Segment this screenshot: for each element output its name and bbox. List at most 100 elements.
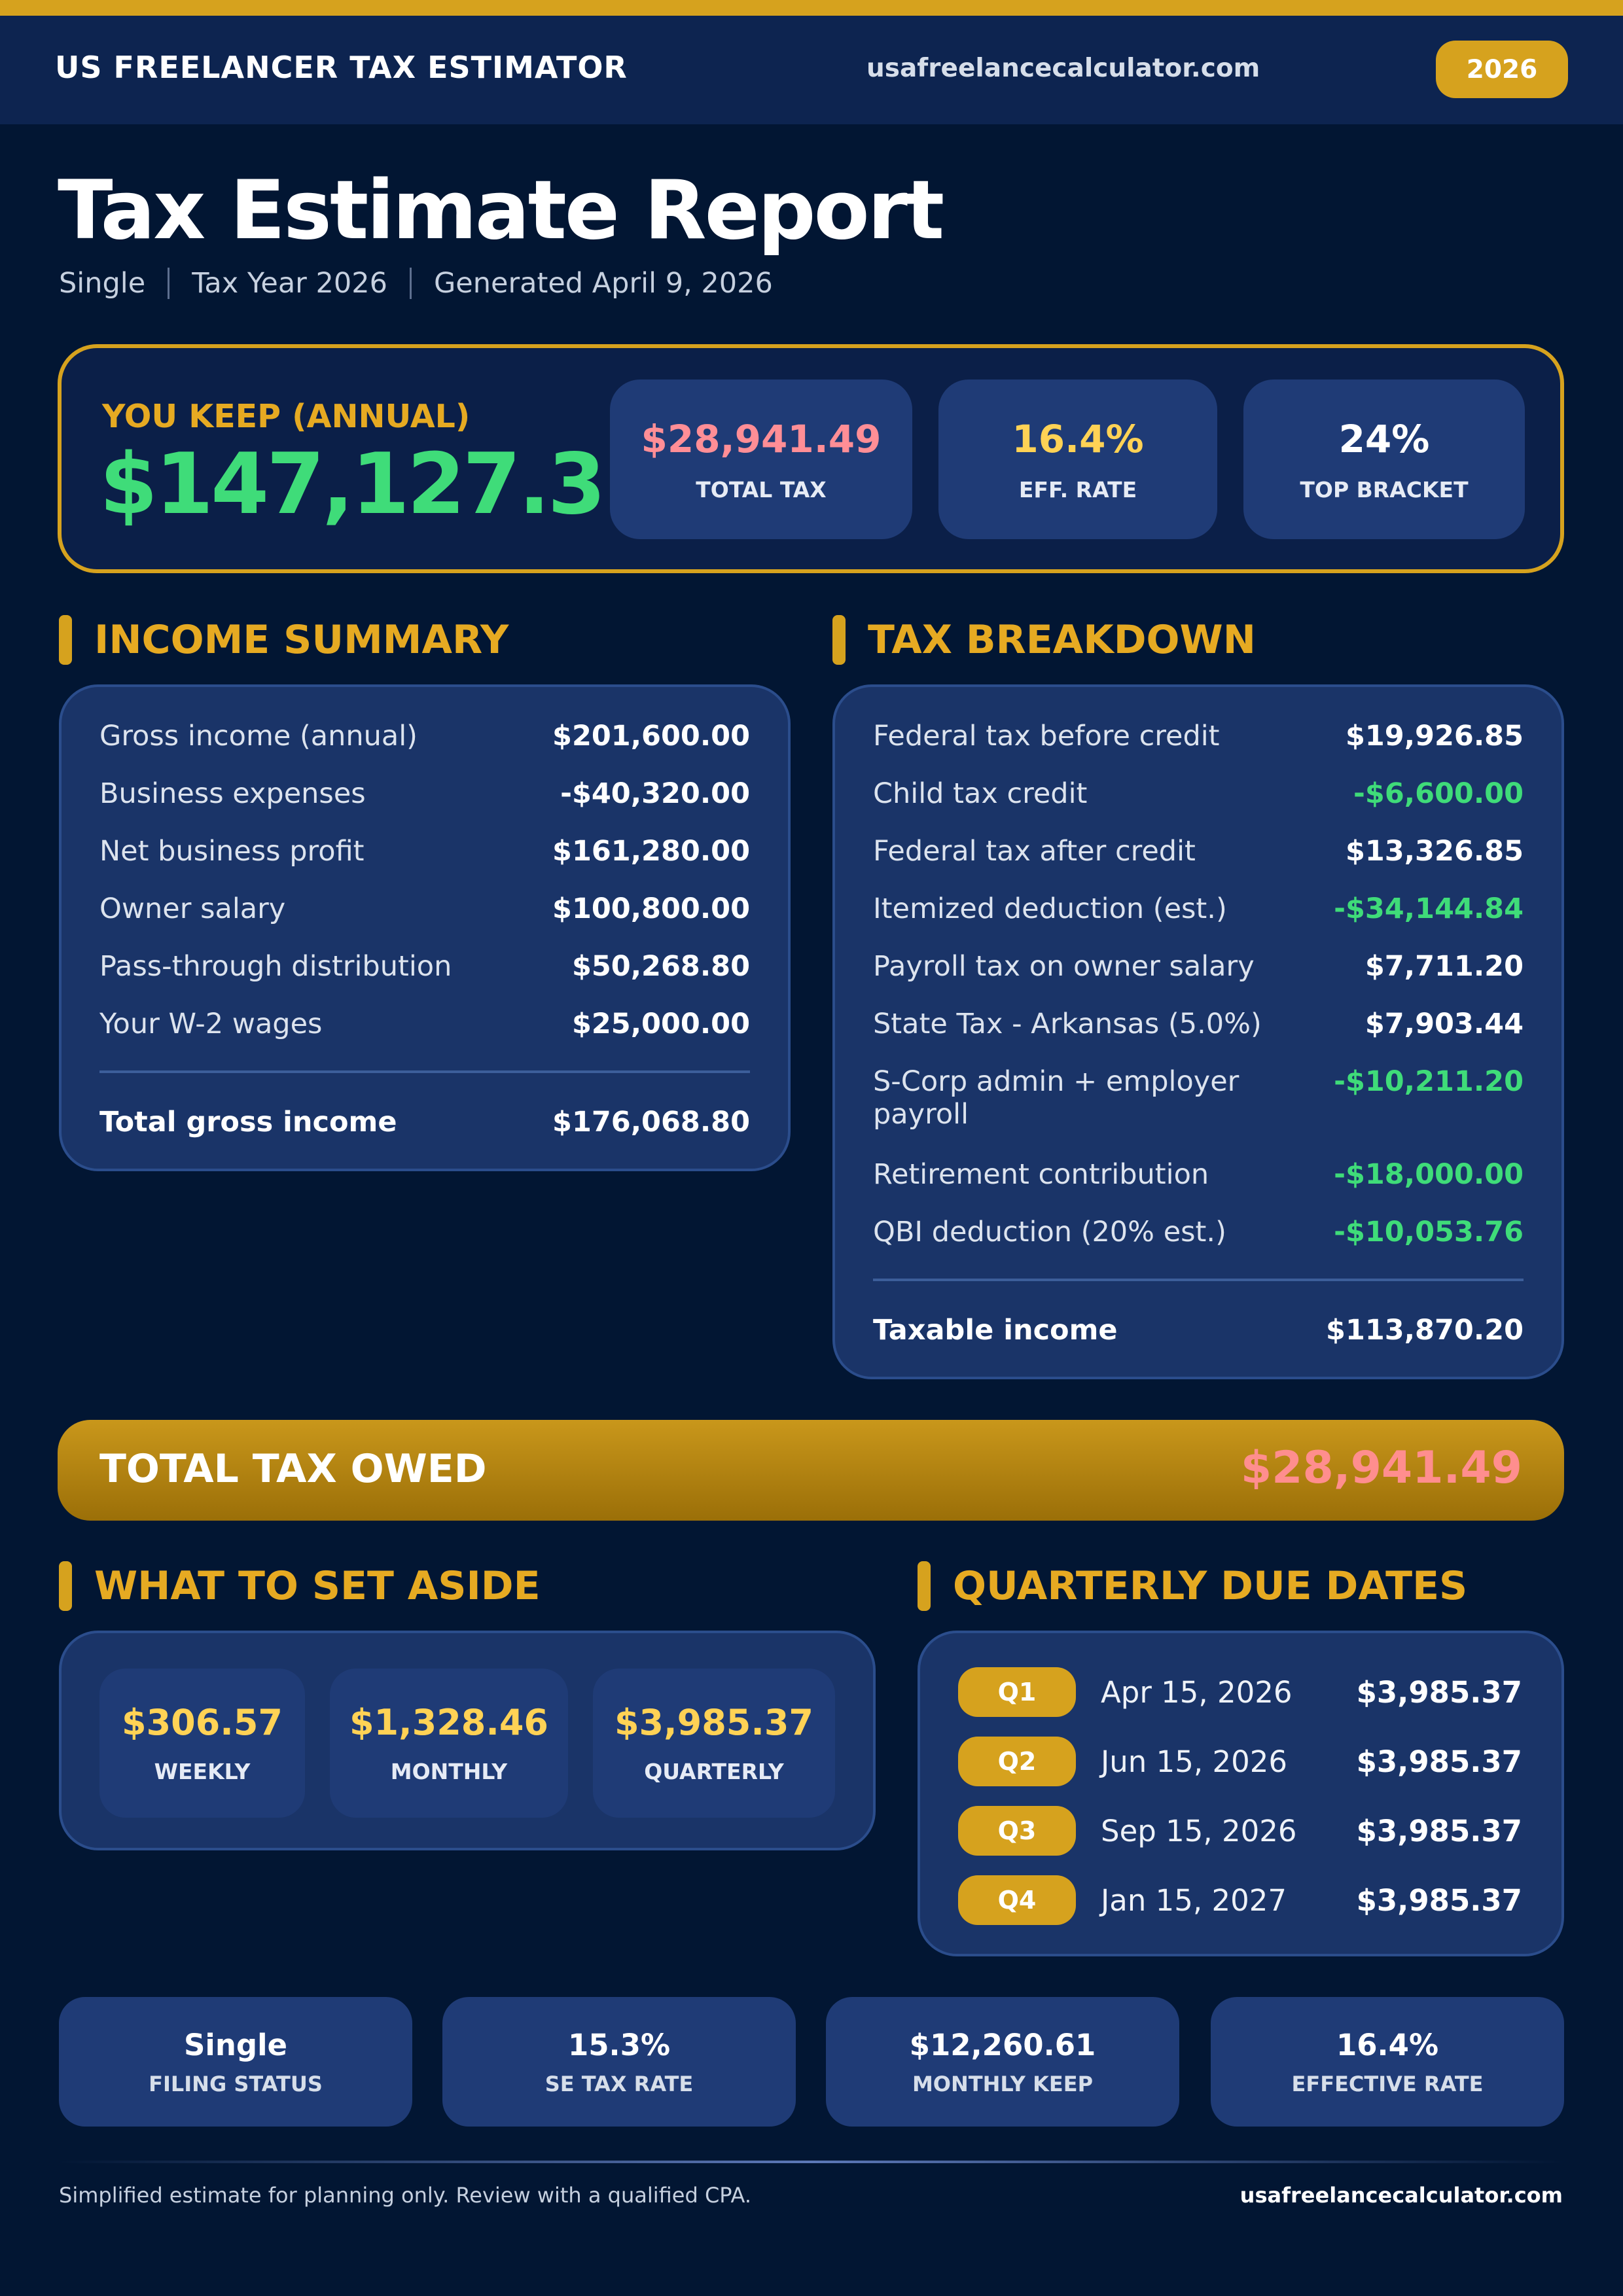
heading-text: QUARTERLY DUE DATES (953, 1563, 1468, 1609)
quarter-badge: Q4 (958, 1875, 1076, 1925)
row-label: Federal tax before credit (873, 720, 1220, 752)
generated-date-text: Generated April 9, 2026 (433, 267, 773, 300)
footer-site-link[interactable]: usafreelancecalculator.com (1240, 2183, 1563, 2208)
weekly-set-aside: $306.57 WEEKLY (99, 1669, 305, 1818)
income-row: Owner salary $100,800.00 (99, 892, 750, 925)
year-badge: 2026 (1436, 41, 1568, 98)
header-site-link[interactable]: usafreelancecalculator.com (866, 54, 1260, 83)
heading-text: TAX BREAKDOWN (868, 617, 1256, 663)
due-date: Apr 15, 2026 (1101, 1675, 1293, 1710)
meta-divider (409, 268, 412, 299)
income-summary-card (59, 684, 791, 1171)
row-label: Federal tax after credit (873, 835, 1196, 868)
heading-accent-bar (918, 1561, 931, 1611)
row-label: State Tax - Arkansas (5.0%) (873, 1008, 1262, 1040)
keep-value: $147,127.31 (99, 436, 662, 533)
disclaimer-text: Simplified estimate for planning only. R… (59, 2183, 752, 2208)
set-aside-heading: WHAT TO SET ASIDE (59, 1561, 541, 1611)
aside-label: QUARTERLY (644, 1759, 784, 1784)
heading-accent-bar (59, 1561, 72, 1611)
row-label: Taxable income (873, 1314, 1118, 1347)
footer-divider (58, 2161, 1564, 2163)
tax-row: Itemized deduction (est.) -$34,144.84 (873, 892, 1524, 925)
tax-row: State Tax - Arkansas (5.0%) $7,903.44 (873, 1008, 1524, 1040)
row-label: Payroll tax on owner salary (873, 950, 1255, 983)
tax-row: Federal tax after credit $13,326.85 (873, 835, 1524, 868)
stat-value: $28,941.49 (641, 416, 882, 461)
row-label: Gross income (annual) (99, 720, 418, 752)
row-label: Child tax credit (873, 777, 1088, 810)
row-label: QBI deduction (20% est.) (873, 1216, 1226, 1248)
row-value: -$34,144.84 (1334, 892, 1524, 925)
row-value: -$18,000.00 (1334, 1158, 1524, 1191)
row-divider (99, 1070, 750, 1073)
aside-label: MONTHLY (390, 1759, 508, 1784)
heading-text: WHAT TO SET ASIDE (94, 1563, 541, 1609)
income-row: Your W-2 wages $25,000.00 (99, 1008, 750, 1040)
income-row: Business expenses -$40,320.00 (99, 777, 750, 810)
banner-value: $28,941.49 (1240, 1442, 1522, 1494)
stat-label: MONTHLY KEEP (912, 2071, 1094, 2096)
aside-label: WEEKLY (154, 1759, 251, 1784)
due-amount: $3,985.37 (1356, 1883, 1522, 1918)
total-tax-owed-banner: TOTAL TAX OWED $28,941.49 (58, 1420, 1564, 1521)
stat-label: TOP BRACKET (1300, 476, 1469, 503)
stat-label: EFF. RATE (1018, 476, 1137, 503)
row-label: Itemized deduction (est.) (873, 892, 1227, 925)
row-value: $176,068.80 (552, 1106, 750, 1139)
stat-value: 16.4% (1012, 416, 1144, 461)
stat-value: 15.3% (567, 2027, 671, 2062)
income-summary-heading: INCOME SUMMARY (59, 615, 508, 665)
monthly-set-aside: $1,328.46 MONTHLY (330, 1669, 568, 1818)
heading-accent-bar (832, 615, 846, 665)
aside-value: $306.57 (122, 1702, 283, 1743)
row-value: $13,326.85 (1345, 835, 1524, 868)
tax-year-text: Tax Year 2026 (192, 267, 387, 300)
row-label-line1: S-Corp admin + employer (873, 1065, 1240, 1098)
stat-value: 16.4% (1336, 2027, 1439, 2062)
row-label: Pass-through distribution (99, 950, 452, 983)
total-tax-stat: $28,941.49 TOTAL TAX (610, 380, 912, 539)
due-date: Sep 15, 2026 (1101, 1814, 1297, 1848)
due-amount: $3,985.37 (1356, 1814, 1522, 1848)
row-label: Net business profit (99, 835, 365, 868)
income-row: Gross income (annual) $201,600.00 (99, 720, 750, 752)
heading-text: INCOME SUMMARY (94, 617, 509, 663)
page-title: Tax Estimate Report (58, 164, 944, 258)
row-label: S-Corp admin + employer payroll (873, 1065, 1239, 1131)
row-label: Your W-2 wages (99, 1008, 323, 1040)
stat-label: SE TAX RATE (544, 2071, 694, 2096)
quarterly-heading: QUARTERLY DUE DATES (918, 1561, 1467, 1611)
report-meta: Single Tax Year 2026 Generated April 9, … (59, 267, 773, 300)
due-date: Jun 15, 2026 (1101, 1744, 1288, 1779)
tax-row: Payroll tax on owner salary $7,711.20 (873, 950, 1524, 983)
taxable-income-row: Taxable income $113,870.20 (873, 1314, 1524, 1347)
stat-value: $12,260.61 (909, 2027, 1096, 2062)
keep-label: YOU KEEP (ANNUAL) (102, 398, 471, 435)
row-value: -$10,053.76 (1334, 1216, 1524, 1248)
filing-status-text: Single (59, 267, 146, 300)
row-label: Total gross income (99, 1106, 397, 1139)
eff-rate-stat: 16.4% EFF. RATE (938, 380, 1217, 539)
income-row: Net business profit $161,280.00 (99, 835, 750, 868)
top-bracket-stat: 24% TOP BRACKET (1243, 380, 1525, 539)
header-bar (0, 16, 1623, 124)
se-tax-rate-stat: 15.3% SE TAX RATE (442, 1997, 796, 2127)
row-value: $19,926.85 (1345, 720, 1524, 752)
row-divider (873, 1279, 1524, 1281)
tax-row: Federal tax before credit $19,926.85 (873, 720, 1524, 752)
row-label: Business expenses (99, 777, 366, 810)
tax-breakdown-heading: TAX BREAKDOWN (832, 615, 1256, 665)
aside-value: $3,985.37 (614, 1702, 814, 1743)
stat-label: EFFECTIVE RATE (1291, 2071, 1484, 2096)
tax-row: S-Corp admin + employer payroll -$10,211.… (873, 1065, 1524, 1131)
due-amount: $3,985.37 (1356, 1744, 1522, 1779)
accent-top-line (0, 0, 1623, 16)
stat-label: TOTAL TAX (696, 476, 827, 503)
quarter-badge: Q3 (958, 1806, 1076, 1856)
heading-accent-bar (59, 615, 72, 665)
row-label: Owner salary (99, 892, 286, 925)
tax-row: QBI deduction (20% est.) -$10,053.76 (873, 1216, 1524, 1248)
tax-breakdown-card (832, 684, 1564, 1379)
brand-title: US FREELANCER TAX ESTIMATOR (55, 50, 628, 85)
